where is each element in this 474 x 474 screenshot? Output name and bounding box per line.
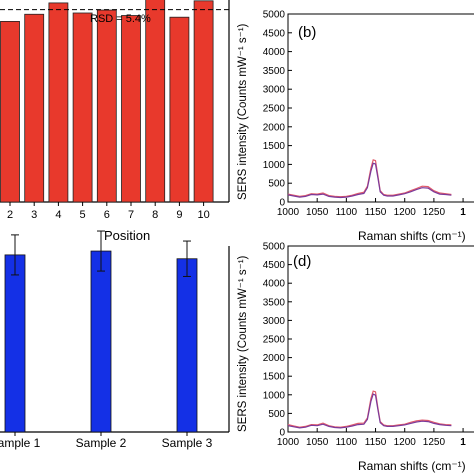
- panel-b-x-tick-label: 1150: [365, 207, 387, 218]
- panel-b-y-tick-label: 3000: [263, 85, 286, 96]
- panel-b-y-tick-label: 5000: [263, 10, 286, 21]
- panel-a-bar: [72, 12, 93, 203]
- panel-d-y-tick-label: 0: [279, 428, 285, 439]
- panel-b-spectrum-line: [287, 162, 452, 199]
- panel-d-spectrum-line: [287, 393, 452, 429]
- panel-b-y-axis-label: SERS intensity (Counts mW⁻¹ s⁻¹): [237, 23, 249, 200]
- panel-a-x-tick-label: 4: [55, 209, 61, 221]
- panel-c-bar: [90, 250, 112, 433]
- panel-b-y-tick-label: 500: [268, 179, 285, 190]
- panel-b-raman-spectra: (b) 0 500 1000 1500 2000 2500 3000 3500 4000 4500…: [237, 10, 474, 243]
- panel-d-label: (d): [293, 253, 311, 270]
- panel-c-x-tick-label: Sample 1: [0, 436, 41, 450]
- panel-c-x-tick-label: Sample 2: [76, 436, 127, 450]
- panel-a-bar: [145, 0, 166, 203]
- panel-d-x-tick-label: 1200: [394, 437, 417, 448]
- panel-d-x-tick-label: 1250: [423, 437, 446, 448]
- panel-d-x-tick-label: 1: [460, 437, 466, 448]
- panel-b-plot-frame: [287, 13, 474, 203]
- panel-d-y-tick-label: 1500: [263, 372, 286, 383]
- panel-b-y-tick-label: 2000: [263, 122, 286, 133]
- panel-b-y-tick-label: 0: [279, 198, 285, 209]
- panel-b-y-tick-label: 2500: [263, 104, 286, 115]
- panel-d-x-axis-label: Raman shifts (cm⁻¹): [358, 459, 466, 473]
- panel-a-position-bar-chart: RSD = 5.4% 2 3 4 5 6 7 8 9 10 Position: [0, 0, 230, 243]
- panel-b-label: (b): [298, 24, 316, 41]
- panel-b-x-tick-label: 1: [460, 207, 466, 218]
- panel-b-spectrum-line: [287, 159, 452, 198]
- panel-b-x-tick-label: 1100: [336, 207, 358, 218]
- panel-b-x-tick-label: 1000: [277, 207, 300, 218]
- panel-c-sample-bar-chart: Sample 1 Sample 2 Sample 3: [0, 230, 230, 450]
- panel-a-rsd-annotation: RSD = 5.4%: [90, 13, 151, 25]
- panel-b-x-tick-label: 1050: [306, 207, 329, 218]
- panel-d-spectrum-line: [287, 390, 452, 428]
- panel-a-bar: [121, 15, 141, 203]
- panel-a-x-axis-label: Position: [104, 228, 150, 243]
- panel-a-bar: [169, 16, 190, 203]
- panel-d-y-axis-label: SERS intensity (Counts mW⁻¹ s⁻¹): [237, 255, 249, 432]
- panel-c-bar: [4, 254, 26, 433]
- panel-b-y-tick-label: 4500: [263, 28, 286, 39]
- panel-d-y-tick-label: 2500: [263, 335, 286, 346]
- panel-d-y-tick-label: 500: [268, 409, 285, 420]
- panel-a-x-tick-label: 10: [197, 209, 209, 221]
- panel-a-bar: [0, 20, 20, 203]
- panel-b-x-axis-label: Raman shifts (cm⁻¹): [358, 229, 466, 243]
- panel-d-plot-frame: [287, 245, 474, 433]
- panel-b-y-tick-label: 4000: [263, 47, 286, 58]
- panel-d-y-tick-label: 4000: [263, 279, 286, 290]
- panel-d-raman-spectra: (d) 0 500 1000 1500 2000 2500 3000 3500 4000 4500…: [237, 242, 474, 473]
- panel-d-y-tick-label: 4500: [263, 260, 286, 271]
- panel-a-x-tick-label: 6: [104, 209, 110, 221]
- panel-b-x-tick-label: 1250: [423, 207, 446, 218]
- panel-b-y-tick-label: 1500: [263, 141, 286, 152]
- panel-b-y-tick-label: 3500: [263, 66, 286, 77]
- panel-a-x-tick-label: 2: [7, 209, 13, 221]
- panel-d-x-tick-label: 1050: [306, 437, 329, 448]
- panel-a-x-tick-label: 9: [176, 209, 182, 221]
- panel-a-bar: [193, 0, 214, 203]
- panel-d-y-tick-label: 2000: [263, 353, 286, 364]
- panel-c-bar: [176, 258, 198, 433]
- panel-d-x-tick-label: 1000: [277, 437, 300, 448]
- panel-a-x-tick-label: 8: [152, 209, 158, 221]
- panel-c-x-tick-label: Sample 3: [162, 436, 213, 450]
- panel-d-y-tick-label: 3000: [263, 316, 286, 327]
- panel-b-y-tick-label: 1000: [263, 160, 286, 171]
- panel-a-bar: [48, 2, 69, 203]
- panel-a-bar: [24, 13, 45, 203]
- panel-b-x-tick-label: 1200: [394, 207, 417, 218]
- panel-a-bar: [96, 9, 117, 203]
- panel-d-x-tick-label: 1100: [336, 437, 358, 448]
- panel-d-x-tick-label: 1150: [365, 437, 387, 448]
- panel-d-y-tick-label: 5000: [263, 242, 286, 253]
- panel-a-x-tick-label: 5: [80, 209, 86, 221]
- panel-d-y-tick-label: 1000: [263, 390, 286, 401]
- panel-a-x-tick-label: 3: [31, 209, 37, 221]
- panel-a-x-tick-label: 7: [128, 209, 134, 221]
- panel-d-y-tick-label: 3500: [263, 297, 286, 308]
